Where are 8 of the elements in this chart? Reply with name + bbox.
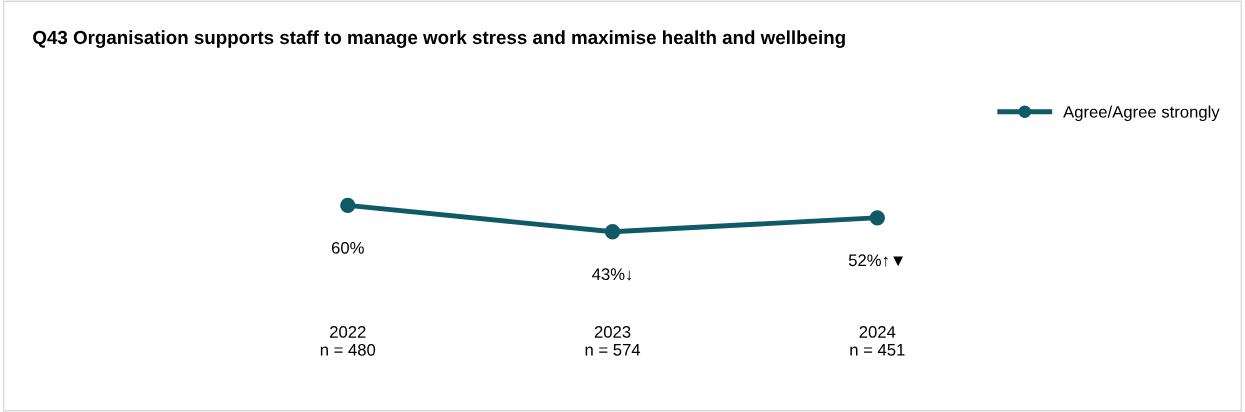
data-label: 43%↓	[592, 268, 632, 281]
data-label: 60%	[331, 241, 364, 254]
data-label: 52%↑▼	[848, 254, 904, 267]
x-tick-label: 2023 n = 574	[585, 325, 641, 356]
x-tick-label: 2024 n = 451	[850, 325, 905, 356]
chart-title: Q43 Organisation supports staff to manage work stress and maximise health and wellbeing	[33, 30, 845, 48]
legend-label: Agree/Agree strongly	[1063, 105, 1220, 122]
x-tick-label: 2022 n = 480	[320, 325, 376, 356]
